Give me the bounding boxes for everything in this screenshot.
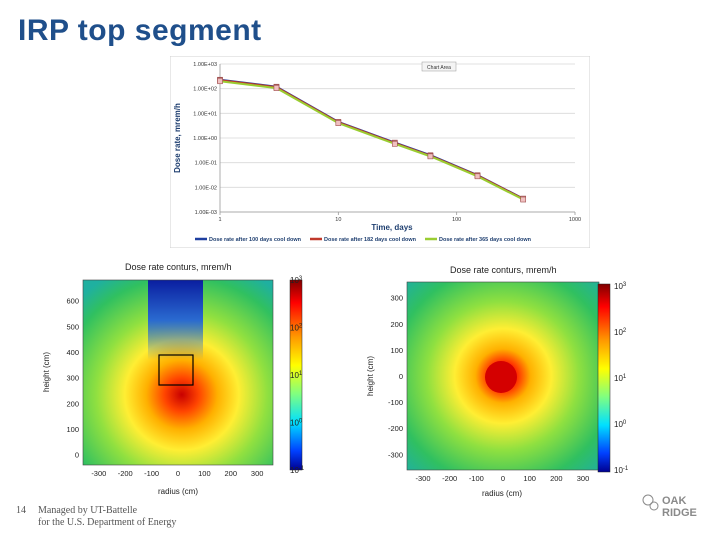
heatmap-left-ylabel: height (cm): [42, 352, 51, 392]
data-point: [217, 78, 223, 85]
colorbar-tick-label: 102: [290, 324, 303, 333]
svg-text:RIDGE: RIDGE: [662, 507, 697, 519]
x-tick-label: 200: [550, 474, 563, 483]
colorbar-tick-label: 100: [614, 420, 627, 429]
heatmap-right-ylabel: height (cm): [366, 356, 375, 396]
heatmap-left: -300 -200 -100 0 100 200 300 0 100 200 300 400 500 60…: [42, 276, 305, 496]
y-tick-label: 1.00E-01: [195, 161, 217, 167]
slide-footer: 14 Managed by UT-Battelle for the U.S. De…: [16, 505, 176, 529]
oak-ridge-logo: OAK RIDGE: [642, 494, 697, 519]
colorbar-tick-label: 103: [290, 276, 303, 285]
legend-entry: Dose rate after 100 days cool down: [209, 237, 302, 243]
y-tick-label: 200: [390, 320, 403, 329]
page-number: 14: [16, 505, 26, 516]
x-tick-label: 200: [225, 469, 238, 478]
data-point: [335, 120, 342, 126]
colorbar-tick-label: 10-1: [614, 466, 629, 475]
x-tick-label: -200: [442, 474, 457, 483]
y-tick-label: -300: [388, 450, 403, 459]
data-point: [427, 153, 434, 160]
y-tick-label: 1.00E-02: [195, 185, 217, 191]
y-tick-label: 1.00E+02: [193, 87, 217, 93]
y-tick-label: 1.00E+01: [193, 111, 217, 117]
y-tick-label: 200: [66, 399, 79, 408]
y-tick-label: 100: [66, 425, 79, 434]
x-tick-label: 1: [218, 217, 221, 223]
x-tick-label: -300: [415, 474, 430, 483]
slide-title: IRP top segment: [18, 14, 262, 47]
x-tick-label: 0: [501, 474, 505, 483]
y-tick-label: 0: [75, 451, 79, 460]
x-tick-label: -100: [469, 474, 484, 483]
data-point: [520, 196, 527, 203]
x-tick-label: -100: [144, 469, 159, 478]
legend-entry: Dose rate after 365 days cool down: [439, 237, 532, 243]
x-tick-label: 300: [577, 474, 590, 483]
y-tick-label: 300: [390, 294, 403, 303]
svg-text:OAK: OAK: [662, 495, 687, 507]
y-tick-label: 500: [66, 322, 79, 331]
data-point: [474, 173, 481, 180]
x-tick-label: -200: [118, 469, 133, 478]
colorbar-tick-label: 100: [290, 419, 303, 428]
x-axis-label: Time, days: [371, 223, 413, 232]
heatmap-left-title: Dose rate conturs, mrem/h: [125, 262, 232, 272]
x-tick-label: 100: [198, 469, 211, 478]
heatmap-right: -300 -200 -100 0 100 200 300 300 200 100 0 -100 -200…: [366, 281, 629, 498]
x-tick-label: 100: [452, 217, 461, 223]
y-tick-label: 1.00E-03: [195, 210, 217, 216]
chart-area-label: Chart Area: [427, 65, 451, 71]
colorbar-tick-label: 103: [614, 282, 627, 291]
y-tick-label: -100: [388, 398, 403, 407]
x-tick-label: 300: [251, 469, 264, 478]
x-tick-label: 100: [523, 474, 536, 483]
data-point: [391, 141, 398, 147]
colorbar-tick-label: 101: [614, 374, 627, 383]
y-tick-label: 600: [66, 297, 79, 306]
y-tick-label: 400: [66, 348, 79, 357]
x-tick-label: 1000: [569, 217, 581, 223]
legend-entry: Dose rate after 182 days cool down: [324, 237, 417, 243]
x-tick-label: -300: [91, 469, 106, 478]
data-point: [273, 85, 280, 91]
footer-line-1: Managed by UT-Battelle: [38, 505, 138, 516]
y-tick-label: 300: [66, 374, 79, 383]
y-axis-label: Dose rate, mrem/h: [173, 103, 182, 173]
dose-rate-time-chart: 1.00E-03 1.00E-02 1.00E-01 1.00E+00 1.00E+01…: [170, 56, 590, 248]
y-tick-label: -200: [388, 424, 403, 433]
colorbar-tick-label: 101: [290, 371, 303, 380]
y-tick-label: 1.00E+03: [193, 62, 217, 68]
x-tick-label: 0: [176, 469, 180, 478]
y-tick-label: 1.00E+00: [193, 136, 217, 142]
colorbar-tick-label: 102: [614, 328, 627, 337]
y-tick-label: 0: [399, 372, 403, 381]
colorbar-tick-label: 10-1: [290, 466, 305, 475]
heatmap-right-title: Dose rate conturs, mrem/h: [450, 265, 557, 275]
x-tick-label: 10: [335, 217, 341, 223]
footer-line-2: for the U.S. Department of Energy: [38, 517, 177, 528]
y-tick-label: 100: [390, 346, 403, 355]
heatmap-right-xlabel: radius (cm): [482, 489, 522, 498]
heatmap-left-xlabel: radius (cm): [158, 487, 198, 496]
